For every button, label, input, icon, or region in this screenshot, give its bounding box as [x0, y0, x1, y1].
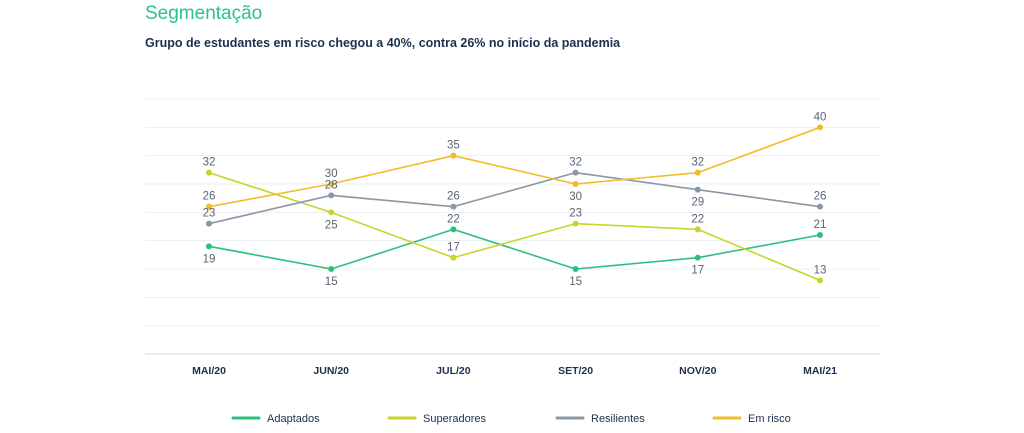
data-labels: 19 15 22 15 17 21 32 25 17 23 22 13 23 28 26 32 29 26 26 30… — [203, 111, 827, 288]
data-label-superadores: 25 — [325, 219, 338, 231]
data-point-superadores — [206, 169, 212, 176]
data-label-resilientes: 28 — [325, 179, 338, 191]
data-point-resilientes — [572, 169, 579, 176]
data-point-adaptados — [328, 266, 335, 272]
data-point-resilientes — [817, 203, 823, 210]
legend-label: Em risco — [748, 413, 791, 425]
legend-item-adaptados: Adaptados — [231, 413, 320, 425]
x-axis-ticks: MAI/20 JUN/20 JUL/20 SET/20 NOV/20 MAI/21 — [192, 365, 837, 377]
x-tick-label: JUN/20 — [313, 365, 349, 377]
data-point-resilientes — [450, 203, 457, 210]
legend-label: Superadores — [423, 413, 486, 425]
series-line-resilientes — [208, 171, 821, 225]
data-point-em-risco — [328, 181, 335, 187]
data-point-adaptados — [694, 254, 701, 261]
data-label-em-risco: 35 — [447, 140, 460, 152]
series-line-em-risco — [208, 126, 821, 208]
x-tick-label: JUL/20 — [436, 365, 471, 377]
legend-item-superadores: Superadores — [387, 413, 486, 425]
data-point-resilientes — [328, 192, 335, 199]
x-tick-label: SET/20 — [558, 365, 593, 377]
legend-item-resilientes: Resilientes — [555, 413, 645, 425]
data-label-em-risco: 26 — [203, 191, 216, 203]
legend-item-em-risco: Em risco — [712, 413, 791, 425]
legend-label: Resilientes — [591, 413, 645, 425]
data-label-em-risco: 40 — [814, 111, 827, 123]
data-point-superadores — [817, 277, 823, 284]
data-label-superadores: 13 — [814, 264, 827, 276]
data-label-em-risco: 30 — [325, 168, 338, 180]
series-line-superadores — [208, 171, 821, 282]
data-point-adaptados — [206, 243, 212, 250]
data-label-resilientes: 26 — [447, 191, 460, 203]
data-label-adaptados: 15 — [569, 276, 582, 288]
data-point-adaptados — [817, 232, 823, 238]
data-point-adaptados — [450, 226, 457, 233]
data-label-adaptados: 19 — [203, 253, 216, 265]
data-point-superadores — [450, 254, 457, 261]
data-label-superadores: 22 — [691, 213, 704, 225]
x-tick-label: NOV/20 — [679, 365, 717, 377]
data-point-superadores — [572, 220, 579, 227]
gridlines — [145, 98, 880, 355]
data-label-adaptados: 15 — [325, 276, 338, 288]
data-point-adaptados — [572, 266, 579, 272]
legend-label: Adaptados — [267, 413, 320, 425]
data-label-superadores: 17 — [447, 242, 460, 254]
data-label-resilientes: 32 — [569, 157, 582, 169]
series-line-adaptados — [208, 228, 821, 270]
x-tick-label: MAI/20 — [192, 365, 226, 377]
data-label-adaptados: 22 — [447, 213, 460, 225]
data-label-em-risco: 32 — [691, 157, 704, 169]
data-label-resilientes: 23 — [203, 208, 216, 220]
chart-subtitle: Grupo de estudantes em risco chegou a 40… — [145, 36, 621, 50]
legend: Adaptados Superadores Resilientes Em risco — [231, 413, 791, 425]
data-point-superadores — [694, 226, 701, 233]
data-point-em-risco — [450, 152, 457, 159]
data-label-resilientes: 26 — [814, 191, 827, 203]
data-label-superadores: 23 — [569, 208, 582, 220]
section-title: Segmentação — [145, 3, 263, 24]
data-point-em-risco — [817, 124, 823, 131]
data-point-em-risco — [694, 169, 701, 176]
data-label-adaptados: 17 — [691, 265, 704, 277]
data-label-em-risco: 30 — [569, 191, 582, 203]
data-label-resilientes: 29 — [691, 197, 704, 209]
data-point-em-risco — [206, 203, 212, 210]
data-point-resilientes — [206, 220, 212, 227]
data-point-em-risco — [572, 181, 579, 187]
data-label-adaptados: 21 — [814, 219, 827, 231]
data-point-resilientes — [694, 186, 701, 193]
x-tick-label: MAI/21 — [803, 365, 837, 377]
data-point-superadores — [328, 209, 335, 216]
series-lines — [206, 124, 823, 284]
data-label-superadores: 32 — [203, 157, 216, 169]
